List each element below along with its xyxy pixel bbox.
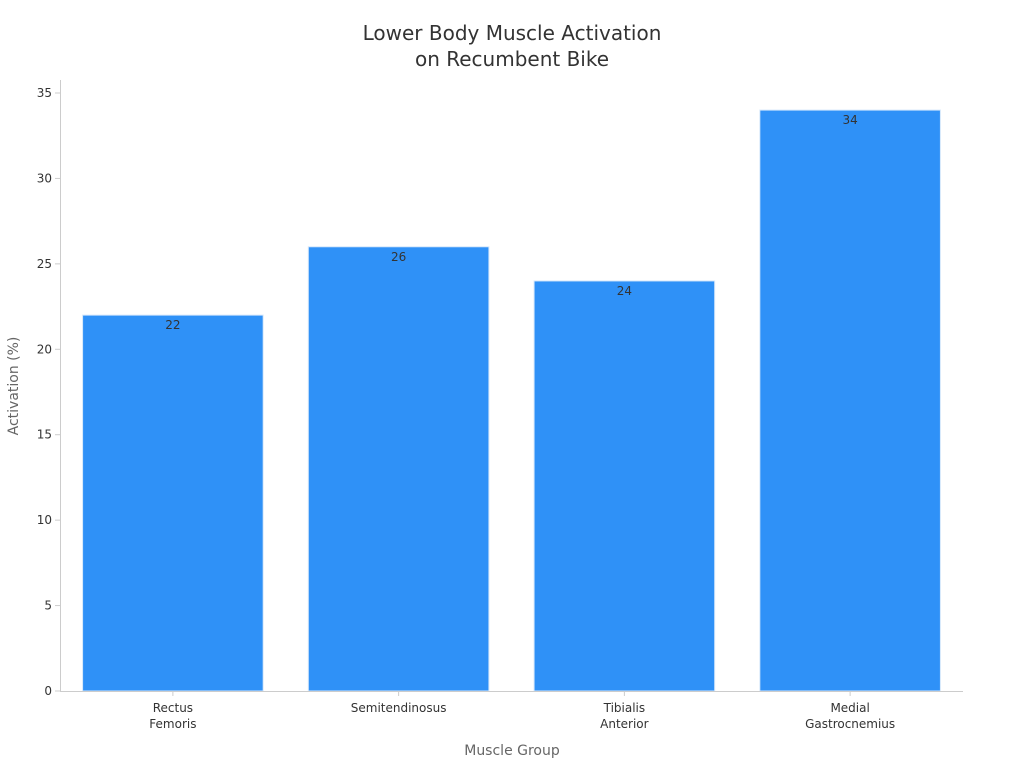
bar-3 <box>759 109 941 692</box>
y-tick-label-0: 0 <box>44 684 52 698</box>
x-axis-label: Muscle Group <box>464 743 560 759</box>
x-tick-label-3: Medial Gastrocnemius <box>805 701 895 731</box>
y-tick-label-4: 20 <box>37 342 52 356</box>
x-tick-label-line: Femoris <box>149 717 196 731</box>
y-tick-label-2: 10 <box>37 513 52 527</box>
y-tick-label-1: 5 <box>44 599 52 613</box>
y-tick-label-3: 15 <box>37 428 52 442</box>
x-axis: Rectus Femoris Semitendinosus Tibialis Anter… <box>60 691 963 731</box>
bar-value-label-3: 34 <box>842 113 857 127</box>
bar-1 <box>307 246 490 692</box>
y-tick-label-7: 35 <box>37 86 52 100</box>
x-tick-label-line: Rectus <box>153 701 193 715</box>
y-tick-label-5: 25 <box>37 257 52 271</box>
bars <box>82 109 941 692</box>
x-tick-label-1: Semitendinosus <box>351 701 447 715</box>
x-tick-label-0: Rectus Femoris <box>149 701 196 731</box>
x-tick-label-line: Gastrocnemius <box>805 717 895 731</box>
chart-title: Lower Body Muscle Activation on Recumben… <box>363 21 662 71</box>
x-tick-label-line: Semitendinosus <box>351 701 447 715</box>
bar-value-label-0: 22 <box>165 318 180 332</box>
bar-value-label-1: 26 <box>391 250 406 264</box>
chart-title-line-1: Lower Body Muscle Activation <box>363 21 662 45</box>
x-tick-label-2: Tibialis Anterior <box>600 701 649 731</box>
y-axis: 0 5 10 15 20 25 30 35 <box>37 80 61 698</box>
chart-title-line-2: on Recumbent Bike <box>415 47 609 71</box>
bar-2 <box>533 280 716 692</box>
x-tick-label-line: Anterior <box>600 717 649 731</box>
value-labels: 22 26 24 34 <box>165 113 858 332</box>
bar-0 <box>82 314 264 692</box>
x-tick-label-line: Tibialis <box>603 701 646 715</box>
x-tick-label-line: Medial <box>830 701 869 715</box>
bar-value-label-2: 24 <box>617 284 632 298</box>
y-axis-label: Activation (%) <box>6 337 22 436</box>
y-tick-label-6: 30 <box>37 171 52 185</box>
